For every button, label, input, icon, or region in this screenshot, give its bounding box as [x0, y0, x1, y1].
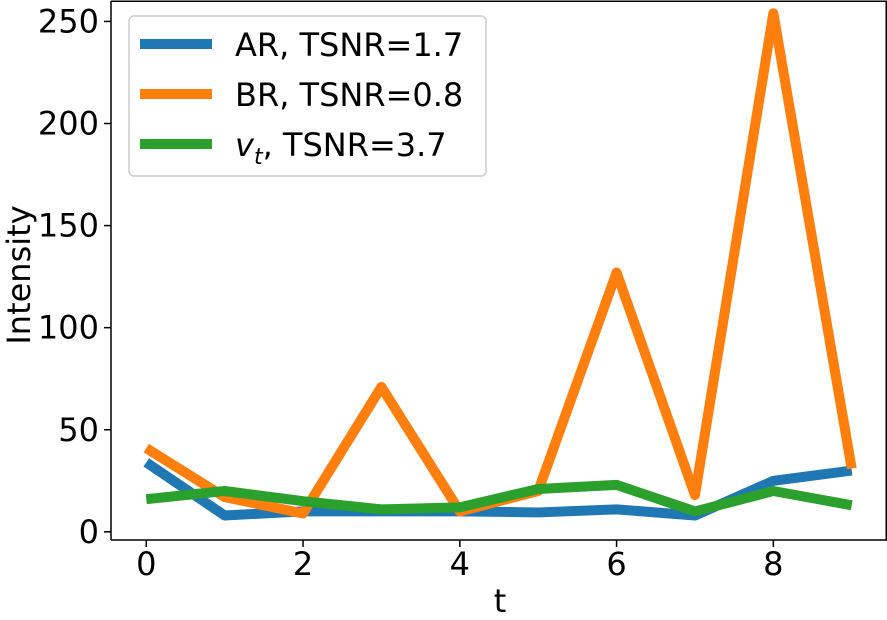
legend-label-vt-rest: , TSNR=3.7	[263, 126, 447, 164]
series-layer	[143, 8, 857, 521]
legend-label-vt: vt, TSNR=3.7	[235, 126, 447, 170]
x-tick-label: 6	[606, 545, 626, 583]
x-axis-label: t	[494, 582, 507, 620]
axes-layer	[110, 0, 887, 541]
legend-label-vt-main: v	[235, 126, 255, 164]
ticks-layer: 0 2 4 6 8 0 50 100 150 200 250	[38, 2, 784, 583]
legend-frame	[128, 15, 487, 177]
x-tick-label: 2	[293, 545, 313, 583]
legend: AR, TSNR=1.7 BR, TSNR=0.8 vt, TSNR=3.7	[128, 15, 487, 177]
y-tick-label: 50	[58, 411, 99, 449]
x-tick-label: 4	[450, 545, 470, 583]
y-tick-label: 150	[38, 207, 99, 245]
legend-label-br: BR, TSNR=0.8	[235, 76, 463, 114]
y-axis-label: Intensity	[0, 205, 38, 344]
legend-label-ar: AR, TSNR=1.7	[235, 26, 463, 64]
x-tick-label: 0	[136, 545, 156, 583]
y-tick-label: 250	[38, 2, 99, 40]
y-tick-label: 100	[38, 309, 99, 347]
series-line-vt	[145, 479, 853, 517]
legend-label-vt-sub: t	[254, 145, 264, 170]
x-tick-label: 8	[763, 545, 783, 583]
y-tick-label: 0	[79, 513, 99, 551]
y-tick-label: 200	[38, 105, 99, 143]
